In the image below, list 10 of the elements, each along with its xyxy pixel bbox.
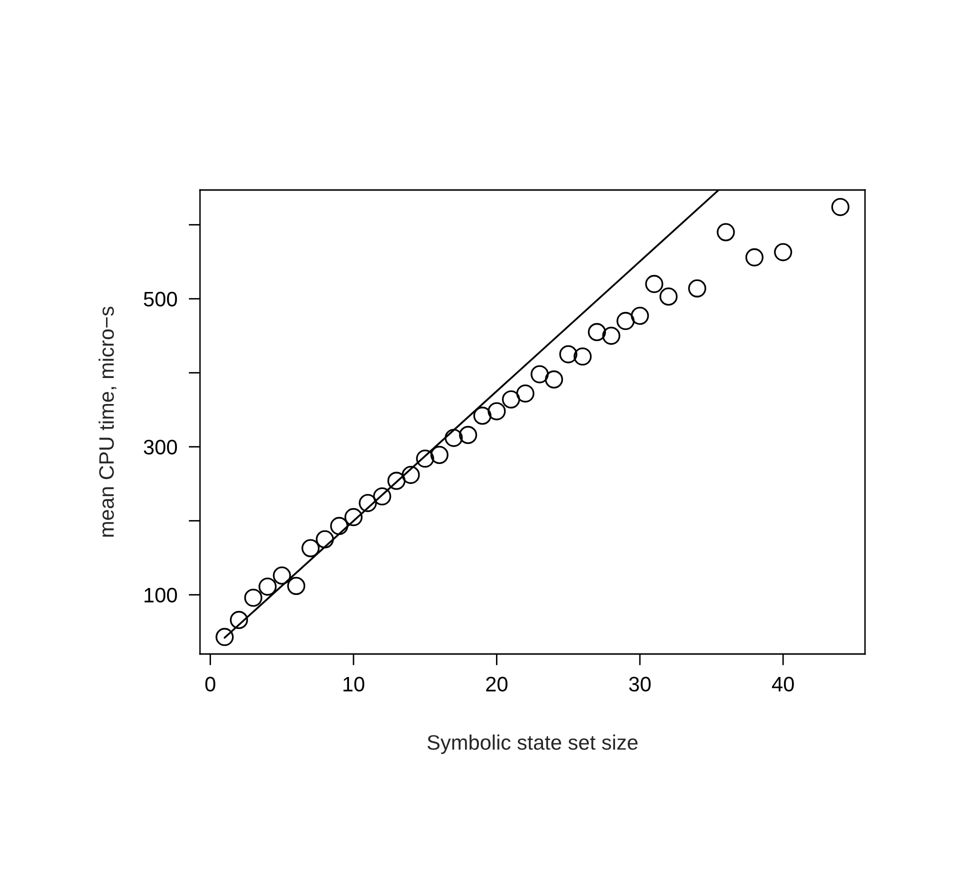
y-axis-title: mean CPU time, micro−s (98, 306, 116, 537)
x-tick-label: 0 (205, 676, 216, 692)
x-axis-title: Symbolic state set size (428, 734, 638, 754)
y-tick-label: 100 (144, 588, 177, 603)
y-tick-label: 500 (144, 292, 177, 307)
x-tick-label: 10 (344, 676, 364, 692)
x-tick-label: 40 (772, 676, 794, 692)
y-tick-label: 300 (144, 440, 177, 455)
x-tick-label: 20 (486, 676, 508, 692)
x-tick-label: 30 (629, 676, 651, 692)
